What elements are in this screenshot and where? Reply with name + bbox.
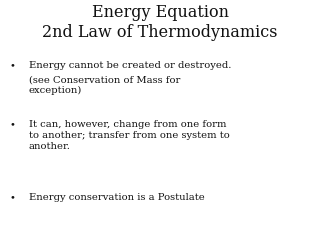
- Text: Energy conservation is a Postulate: Energy conservation is a Postulate: [29, 193, 204, 202]
- Text: It can, however, change from one form
to another; transfer from one system to
an: It can, however, change from one form to…: [29, 120, 229, 151]
- Text: Energy Equation
2nd Law of Thermodynamics: Energy Equation 2nd Law of Thermodynamic…: [42, 4, 278, 41]
- Text: •: •: [10, 193, 15, 202]
- Text: (see Conservation of Mass for
exception): (see Conservation of Mass for exception): [29, 75, 180, 95]
- Text: Energy cannot be created or destroyed.: Energy cannot be created or destroyed.: [29, 61, 231, 70]
- Text: •: •: [10, 61, 15, 70]
- Text: •: •: [10, 120, 15, 129]
